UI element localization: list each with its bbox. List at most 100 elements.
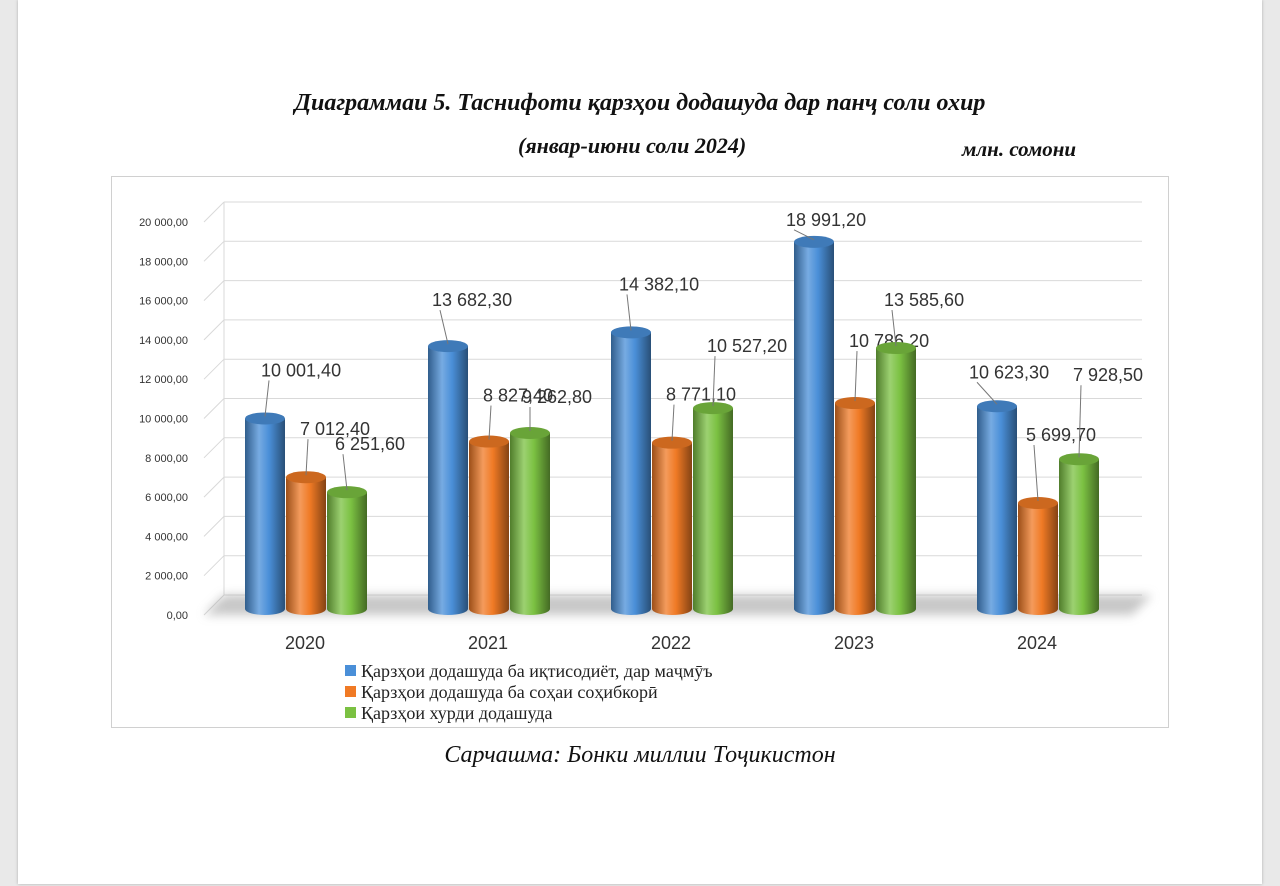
y-tick-label: 8 000,00 [145,453,188,465]
chart-area: 0,00 2 000,00 4 000,00 6 000,00 8 000,00 10 0… [111,176,1169,728]
bar-top [693,402,733,415]
data-label: 13 682,30 [432,290,512,310]
data-label: 18 991,20 [786,210,866,230]
label-leader [342,454,348,491]
x-tick-label: 2021 [468,633,508,653]
y-tick-label: 14 000,00 [139,335,188,347]
bar [835,403,875,615]
x-tick-label: 2020 [285,633,325,653]
chart-subtitle: (январ-июни соли 2024) [518,133,747,158]
data-label: 10 527,20 [707,336,787,356]
y-tick-label: 4 000,00 [145,531,188,543]
legend-swatch [345,707,356,718]
data-label: 10 001,40 [261,360,341,380]
data-label: 7 928,50 [1073,365,1143,385]
gridline-tick [203,319,225,341]
gridline-tick [203,555,225,577]
bar-top [794,235,834,248]
legend-swatch [345,665,356,676]
bar [1059,459,1099,615]
data-label: 5 699,70 [1026,425,1096,445]
bar-top [1059,453,1099,466]
bar [977,406,1017,615]
gridline-tick [203,358,225,380]
bar-top [1018,497,1058,510]
gridline-tick [203,398,225,419]
label-leader [626,294,632,331]
bar [693,408,733,615]
bar [794,241,834,615]
gridline-tick [203,476,225,498]
bar [652,442,692,615]
y-tick-label: 12 000,00 [139,374,188,386]
y-tick-label: 20 000,00 [139,217,188,229]
bar-top [835,397,875,410]
bar-top [652,436,692,449]
label-leader [671,404,675,441]
data-label: 8 771,10 [666,385,736,405]
label-leader [854,351,858,402]
bar [286,477,326,615]
bar [876,348,916,615]
bar [245,418,285,615]
label-leader [976,381,998,405]
data-label: 9 262,80 [522,387,592,407]
x-tick-label: 2023 [834,633,874,653]
data-label: 8 827,40 [483,386,553,406]
gridline-tick [203,201,225,223]
data-label: 6 251,60 [335,434,405,454]
y-tick-label: 0,00 [167,610,188,622]
bar-top [428,340,468,353]
bar [327,492,367,615]
bar [1018,503,1058,615]
y-tick-label: 2 000,00 [145,571,188,583]
label-leader [891,309,897,347]
data-label: 10 623,30 [969,362,1049,382]
label-leader [488,405,492,440]
bar-top [977,400,1017,413]
x-tick-label: 2024 [1017,633,1057,653]
gridline-tick [203,280,225,301]
bar [469,441,509,615]
chart-title: Диаграммаи 5. Таснифоти қарзҳои додашуда… [294,90,986,116]
unit-label: млн. сомони [962,137,1077,161]
legend-swatch [345,686,356,697]
legend-label: Қарзҳои додашуда ба соҳаи соҳибкорӣ [361,681,658,702]
legend-item: Қарзҳои хурди додашуда [345,702,713,723]
bar-top [245,412,285,425]
label-leader [305,439,309,476]
label-leader [439,310,449,345]
gridline-tick [203,516,225,537]
label-leader [264,380,270,417]
gridline-tick [203,240,225,262]
bar [428,346,468,615]
bar [611,332,651,615]
legend-label: Қарзҳои хурди додашуда [361,702,553,723]
label-leader [712,356,716,407]
label-leader [793,229,815,241]
x-tick-label: 2022 [651,633,691,653]
bar-top [286,471,326,484]
y-tick-label: 10 000,00 [139,414,188,426]
bar-top [611,326,651,339]
bar-top [327,486,367,499]
legend-item: Қарзҳои додашуда ба соҳаи соҳибкорӣ [345,681,713,702]
label-leader [1078,385,1082,458]
data-label: 13 585,60 [884,290,964,310]
y-tick-label: 6 000,00 [145,492,188,504]
label-leader [1033,444,1039,502]
legend: Қарзҳои додашуда ба иқтисодиёт, дар маҷм… [345,660,713,723]
bar-chart: 0,00 2 000,00 4 000,00 6 000,00 8 000,00 10 0… [139,201,1152,653]
data-label: 14 382,10 [619,274,699,294]
bar [510,432,550,615]
bar-top [469,435,509,448]
bar-top [876,342,916,355]
bar-top [510,426,550,439]
gridline-tick [203,437,225,459]
y-tick-label: 16 000,00 [139,296,188,308]
legend-item: Қарзҳои додашуда ба иқтисодиёт, дар маҷм… [345,660,713,681]
y-tick-label: 18 000,00 [139,256,188,268]
legend-label: Қарзҳои додашуда ба иқтисодиёт, дар маҷм… [361,660,713,681]
data-label: 7 012,40 [300,419,370,439]
source-note: Сарчашма: Бонки миллии Тоҷикистон [444,742,836,768]
